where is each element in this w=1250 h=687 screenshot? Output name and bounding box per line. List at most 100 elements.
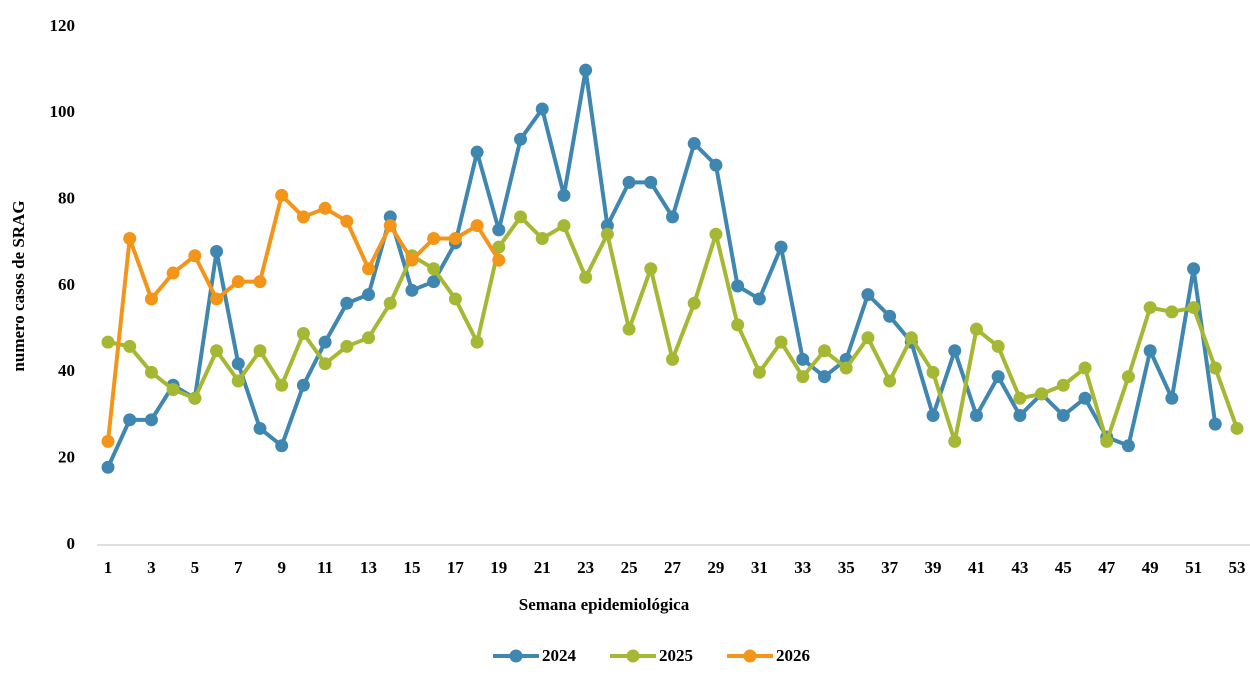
data-point — [774, 335, 788, 349]
data-point — [492, 240, 506, 254]
data-point — [166, 383, 180, 397]
legend-label: 2024 — [542, 646, 577, 665]
data-point — [991, 370, 1005, 384]
data-point — [514, 132, 528, 146]
data-point — [362, 288, 376, 302]
data-point — [427, 275, 441, 289]
data-point — [188, 249, 202, 263]
data-point — [231, 275, 245, 289]
data-point — [470, 335, 484, 349]
data-point — [318, 201, 332, 215]
data-point — [535, 102, 549, 116]
data-point — [1230, 421, 1244, 435]
data-point — [492, 253, 506, 267]
data-point — [231, 374, 245, 388]
data-point — [448, 232, 462, 246]
x-tick-label: 49 — [1142, 558, 1159, 577]
data-point — [883, 374, 897, 388]
data-point — [340, 339, 354, 353]
data-point — [926, 409, 940, 422]
data-point — [774, 240, 788, 254]
data-point — [557, 188, 571, 202]
data-point — [296, 378, 310, 392]
legend-marker — [509, 649, 523, 663]
data-point — [579, 63, 593, 77]
data-point — [210, 244, 224, 258]
data-point — [1208, 417, 1222, 431]
y-tick-label: 20 — [58, 448, 75, 467]
series-line — [106, 68, 1218, 469]
x-tick-label: 15 — [403, 558, 420, 577]
data-point — [340, 214, 354, 228]
data-point — [1013, 409, 1027, 422]
data-point — [687, 137, 701, 151]
data-point — [1078, 391, 1092, 405]
data-point — [296, 326, 310, 340]
data-point — [253, 344, 267, 358]
data-point — [123, 232, 137, 246]
data-point — [514, 210, 528, 224]
data-point — [275, 188, 289, 202]
data-point — [991, 339, 1005, 353]
data-point — [275, 439, 289, 453]
data-point — [383, 219, 397, 233]
data-point — [969, 322, 983, 336]
data-point — [362, 262, 376, 276]
legend-label: 2026 — [776, 646, 810, 665]
data-point — [253, 421, 267, 435]
y-tick-label: 100 — [50, 102, 76, 121]
data-point — [1056, 409, 1070, 422]
data-point — [470, 219, 484, 233]
x-tick-label: 17 — [447, 558, 465, 577]
data-point — [166, 266, 180, 280]
data-point — [817, 344, 831, 358]
data-point — [101, 335, 115, 349]
data-point — [448, 292, 462, 306]
data-point — [752, 292, 766, 306]
x-tick-label: 39 — [925, 558, 942, 577]
data-point — [101, 460, 115, 474]
data-point — [644, 262, 658, 276]
data-point — [383, 296, 397, 310]
data-point — [405, 283, 419, 297]
data-point — [1013, 391, 1027, 405]
data-point — [1143, 344, 1157, 358]
x-tick-label: 3 — [147, 558, 156, 577]
x-tick-label: 53 — [1229, 558, 1246, 577]
x-tick-label: 33 — [794, 558, 811, 577]
legend-marker — [626, 649, 640, 663]
x-tick-label: 1 — [104, 558, 113, 577]
data-point — [731, 318, 745, 332]
data-point — [231, 357, 245, 371]
data-point — [839, 361, 853, 375]
data-point — [340, 296, 354, 310]
data-point — [470, 145, 484, 159]
data-point — [1187, 301, 1201, 315]
data-point — [687, 296, 701, 310]
data-point — [427, 232, 441, 246]
data-point — [1165, 305, 1179, 319]
data-point — [796, 352, 810, 366]
data-point — [861, 288, 875, 302]
x-tick-label: 19 — [490, 558, 507, 577]
data-point — [817, 370, 831, 384]
data-point — [1143, 301, 1157, 315]
data-point — [1100, 434, 1114, 448]
data-point — [1121, 370, 1135, 384]
x-tick-label: 27 — [664, 558, 682, 577]
x-tick-label: 23 — [577, 558, 594, 577]
data-point — [253, 275, 267, 289]
data-point — [948, 434, 962, 448]
data-point — [709, 227, 723, 241]
x-tick-label: 43 — [1011, 558, 1028, 577]
data-point — [948, 344, 962, 358]
data-point — [666, 352, 679, 366]
data-point — [144, 413, 158, 427]
data-point — [188, 391, 202, 405]
x-axis-title: Semana epidemiológica — [519, 595, 690, 614]
data-point — [144, 292, 158, 306]
series-line — [106, 193, 501, 442]
data-point — [535, 232, 549, 246]
data-point — [318, 335, 332, 349]
x-tick-label: 51 — [1185, 558, 1202, 577]
